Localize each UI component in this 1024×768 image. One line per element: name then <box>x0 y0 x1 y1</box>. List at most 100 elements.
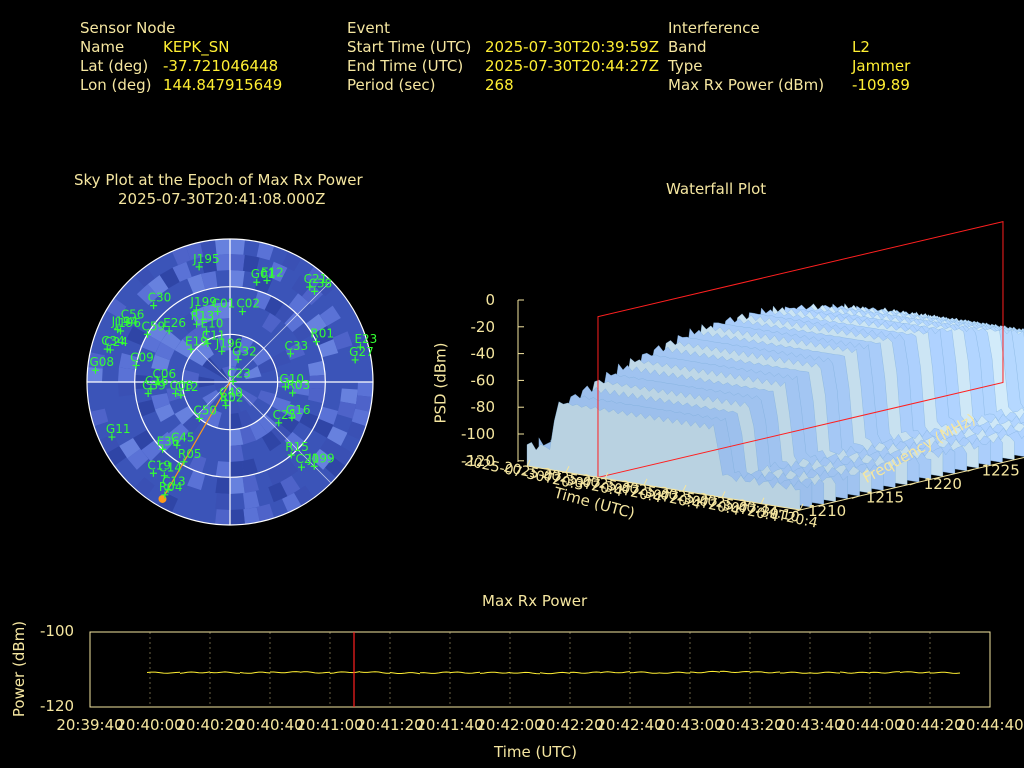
sky-cell <box>174 406 195 425</box>
satellite-label: C39 <box>142 378 166 392</box>
sky-cell <box>285 403 306 422</box>
event-start-value: 2025-07-30T20:39:59Z <box>485 38 659 56</box>
maxpower-series-segment <box>299 671 331 674</box>
sky-cell <box>230 477 245 494</box>
sky-cell <box>249 420 268 441</box>
maxpower-xtick-label: 20:42:40 <box>596 716 663 734</box>
sky-cell <box>278 458 299 479</box>
satellite-marker <box>306 283 314 291</box>
satellite-label: C09 <box>130 350 154 364</box>
sky-cell <box>202 390 220 407</box>
sky-cell <box>271 396 291 414</box>
satellite-label: G27 <box>349 345 374 359</box>
satellite-label: C13 <box>162 474 186 488</box>
satellite-label: G10 <box>279 372 304 386</box>
satellite-marker <box>275 419 283 427</box>
satellite-label: C12 <box>175 380 199 394</box>
satellite-label: C38 <box>309 276 333 290</box>
satellite-label: E19 <box>185 334 208 348</box>
interference-band-value: L2 <box>852 38 870 56</box>
sky-cell <box>214 382 230 390</box>
satellite-label: C24 <box>104 335 128 349</box>
sky-cell <box>202 357 220 374</box>
satellite-label: C56 <box>121 307 145 321</box>
satellite-label: C45 <box>171 430 195 444</box>
satellite-label: C11 <box>202 328 226 342</box>
satellite-label: J199 <box>189 295 216 309</box>
sky-cell <box>291 275 313 297</box>
satellite-marker <box>222 401 230 409</box>
sky-cell <box>150 368 167 382</box>
sensor-name-label: Name <box>80 38 125 56</box>
sky-cell <box>301 283 324 306</box>
satellite-marker <box>281 383 289 391</box>
satellite-marker <box>202 328 210 336</box>
satellite-marker <box>165 327 173 335</box>
satellite-marker <box>263 276 271 284</box>
satellite-label: E26 <box>163 316 186 330</box>
sky-cell <box>266 465 286 486</box>
sky-cell <box>230 366 238 382</box>
sky-cell <box>187 470 206 491</box>
maxpower-series-segment <box>809 671 841 674</box>
maxpower-series-segment <box>270 671 301 674</box>
satellite-label: C30 <box>148 291 172 305</box>
sky-cell <box>268 261 288 282</box>
sky-cell <box>182 330 202 350</box>
maxpower-series-segment <box>599 671 631 674</box>
maxpower-series-segment <box>689 670 721 674</box>
sky-cell <box>151 393 170 410</box>
sky-cell <box>258 414 278 434</box>
sky-cell <box>185 241 204 261</box>
maxpower-xtick-label: 20:44:20 <box>896 716 963 734</box>
maxpower-series-segment <box>479 671 511 674</box>
sky-cell <box>154 342 175 361</box>
maxpower-xtick-label: 20:41:00 <box>296 716 363 734</box>
event-period-label: Period (sec) <box>347 76 436 94</box>
satellite-marker <box>297 463 305 471</box>
sky-cell <box>178 312 198 333</box>
satellite-label: C33 <box>284 339 308 353</box>
sky-cell <box>351 408 371 427</box>
sky-cell <box>151 354 170 371</box>
waterfall-z-tick-label: -80 <box>471 398 496 416</box>
interference-direction-line <box>161 381 231 500</box>
waterfall-slab <box>526 401 801 511</box>
satellite-label: C16 <box>145 374 169 388</box>
sky-cell <box>240 390 258 407</box>
sky-cell <box>319 305 341 326</box>
maxpower-series-segment <box>329 671 361 674</box>
maxpower-series-segment <box>569 671 601 674</box>
satellite-marker <box>155 378 162 386</box>
maxpower-series-segment <box>239 671 271 674</box>
maxpower-xlabel: Time (UTC) <box>494 743 577 761</box>
sky-cell <box>136 283 159 306</box>
sky-cell <box>257 390 277 406</box>
satellite-label: C25 <box>273 408 297 422</box>
sky-cell <box>256 503 275 523</box>
waterfall-time-tick <box>604 472 609 479</box>
satellite-marker <box>180 458 188 466</box>
maxpower-series-segment <box>930 671 961 674</box>
waterfall-z-tick-label: -40 <box>471 345 496 363</box>
sky-cell <box>126 326 147 346</box>
waterfall-time-tick <box>526 459 531 467</box>
satellite-label: R01 <box>310 327 334 341</box>
satellite-label: G01 <box>251 267 276 281</box>
sky-cell <box>200 254 217 274</box>
satellite-marker <box>238 308 246 316</box>
sky-cell <box>118 367 135 382</box>
sky-cell <box>243 507 260 525</box>
satellite-marker <box>289 389 297 397</box>
sky-cell <box>351 337 371 356</box>
sky-axis-diagonal <box>196 280 332 416</box>
satellite-marker <box>149 469 157 477</box>
sky-cell <box>154 403 175 422</box>
satellite-marker <box>192 306 200 314</box>
event-end-value: 2025-07-30T20:44:27Z <box>485 57 659 75</box>
sky-cell <box>238 409 254 429</box>
satellite-label: R04 <box>159 480 183 494</box>
satellite-marker <box>173 441 181 449</box>
interference-band-label: Band <box>668 38 707 56</box>
sky-cell <box>313 326 334 346</box>
